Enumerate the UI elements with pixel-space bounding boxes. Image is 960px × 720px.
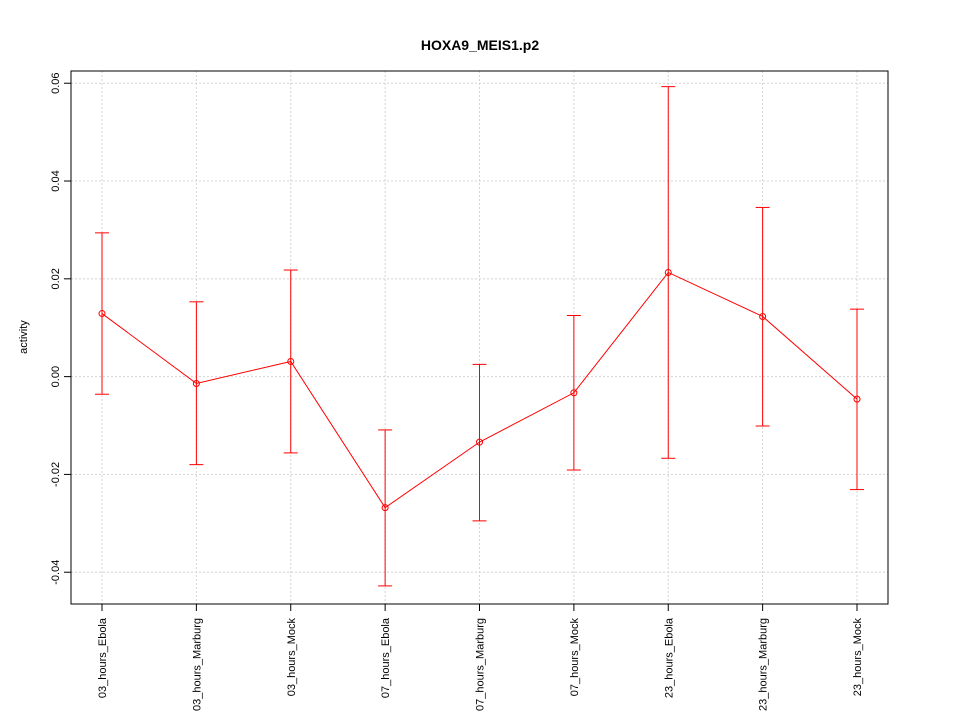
data-point: [853, 395, 861, 403]
y-tick-label: 0.04: [50, 170, 62, 191]
x-tick-label: 23_hours_Marburg: [758, 618, 770, 711]
x-axis: 03_hours_Ebola 03_hours_Marburg 03_hours_M…: [97, 603, 864, 711]
y-axis-label: activity: [18, 320, 30, 354]
y-axis: -0.04 -0.02 0.00 0.02 0.04 0.06: [50, 73, 72, 585]
x-tick-label: 07_hours_Ebola: [380, 617, 392, 698]
data-point: [759, 312, 767, 320]
error-bar: [95, 232, 109, 395]
x-tick-label: 03_hours_Mock: [286, 618, 298, 697]
error-bar: [283, 269, 298, 454]
x-tick-label: 23_hours_Mock: [852, 618, 864, 697]
data-point: [476, 438, 483, 446]
error-bar: [189, 301, 204, 466]
error-bar: [566, 314, 581, 471]
data-point: [570, 389, 578, 397]
data-point: [192, 379, 200, 387]
data-point: [664, 268, 672, 276]
error-bar: [850, 308, 864, 491]
x-tick-label: 03_hours_Marburg: [191, 618, 203, 711]
x-tick-label: 23_hours_Ebola: [663, 617, 675, 698]
y-tick-label: -0.02: [50, 462, 62, 487]
error-bar: [755, 206, 770, 427]
grid: [71, 71, 888, 604]
y-tick-label: 0.02: [50, 268, 62, 289]
series-layer: [95, 86, 864, 587]
x-tick-label: 07_hours_Mock: [569, 618, 581, 697]
data-point: [381, 504, 389, 512]
data-point: [287, 357, 295, 365]
x-tick-label: 03_hours_Ebola: [97, 617, 109, 698]
x-tick-label: 07_hours_Marburg: [475, 618, 487, 711]
y-tick-label: 0.06: [50, 73, 62, 94]
chart-title: HOXA9_MEIS1.p2: [421, 37, 539, 53]
error-bar: [472, 363, 487, 522]
error-bar: [378, 429, 393, 587]
data-point: [98, 310, 106, 318]
error-bar: [661, 86, 676, 459]
y-tick-label: 0.00: [50, 366, 62, 387]
y-tick-label: -0.04: [50, 560, 62, 585]
